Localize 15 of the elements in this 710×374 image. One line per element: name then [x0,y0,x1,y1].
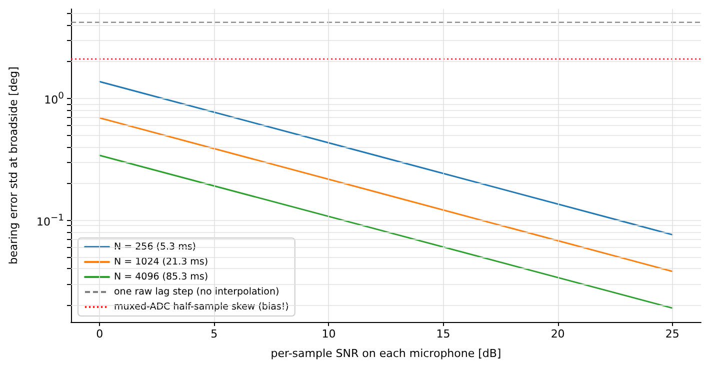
legend-label: N = 1024 (21.3 ms) [114,256,208,268]
x-tick-label: 20 [550,328,565,340]
x-tick-label: 25 [665,328,680,340]
x-axis-title: per-sample SNR on each microphone [dB] [270,347,502,360]
y-tick-label: 10$^{0}$ [44,90,64,107]
legend-label: N = 4096 (85.3 ms) [114,272,208,282]
legend-label: one raw lag step (no interpolation) [114,286,280,298]
x-tick-label: 0 [96,328,104,340]
y-axis-title: bearing error std at broadside [deg] [7,66,20,264]
x-tick-label: 10 [322,328,336,340]
x-tick-label: 15 [436,328,450,340]
legend-label: muxed-ADC half-sample skew (bias!) [114,302,289,312]
y-tick-label: 10$^{−1}$ [36,212,64,228]
x-tick-label: 5 [210,328,218,340]
legend-label: N = 256 (5.3 ms) [114,242,196,252]
